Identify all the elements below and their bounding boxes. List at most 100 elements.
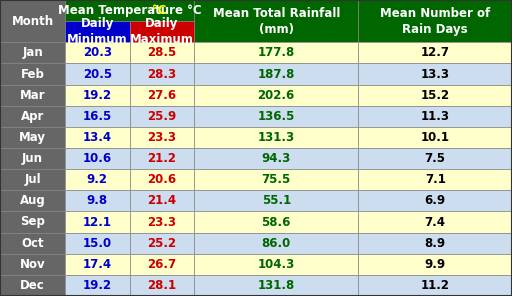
Bar <box>194 42 358 63</box>
Text: Oct: Oct <box>21 237 44 250</box>
Bar <box>358 63 512 85</box>
Bar <box>65 275 130 296</box>
Bar <box>0 233 65 254</box>
Bar <box>358 254 512 275</box>
Text: Nov: Nov <box>19 258 46 271</box>
Text: Apr: Apr <box>21 110 44 123</box>
Text: 20.6: 20.6 <box>147 173 176 186</box>
Text: °C: °C <box>152 4 166 17</box>
Text: Jan: Jan <box>22 46 43 59</box>
Bar <box>194 254 358 275</box>
Bar <box>358 190 512 211</box>
Bar <box>194 169 358 190</box>
Text: Mar: Mar <box>19 89 46 102</box>
Bar <box>65 85 130 106</box>
Text: 9.2: 9.2 <box>87 173 108 186</box>
Text: 104.3: 104.3 <box>258 258 295 271</box>
Bar <box>65 106 130 127</box>
Bar <box>130 106 194 127</box>
Bar <box>194 211 358 233</box>
Text: 13.4: 13.4 <box>83 131 112 144</box>
Bar <box>130 233 194 254</box>
Text: Mean Temperature °C: Mean Temperature °C <box>58 4 201 17</box>
Text: 11.2: 11.2 <box>421 279 450 292</box>
Bar <box>194 233 358 254</box>
Bar <box>358 85 512 106</box>
Bar <box>194 106 358 127</box>
Text: 27.6: 27.6 <box>147 89 176 102</box>
Text: 25.2: 25.2 <box>147 237 176 250</box>
Text: 12.7: 12.7 <box>421 46 450 59</box>
Bar <box>0 127 65 148</box>
Text: 7.1: 7.1 <box>425 173 445 186</box>
Bar <box>194 127 358 148</box>
Bar <box>130 63 194 85</box>
Bar <box>65 21 130 42</box>
Bar <box>194 148 358 169</box>
Text: 10.6: 10.6 <box>83 152 112 165</box>
Text: 16.5: 16.5 <box>82 110 112 123</box>
Bar <box>0 148 65 169</box>
Text: 7.4: 7.4 <box>424 215 446 229</box>
Text: Jul: Jul <box>24 173 41 186</box>
Text: Mean Total Rainfall
(mm): Mean Total Rainfall (mm) <box>212 7 340 36</box>
Text: Dec: Dec <box>20 279 45 292</box>
Bar <box>358 148 512 169</box>
Bar <box>0 42 65 63</box>
Bar <box>130 21 194 42</box>
Text: Aug: Aug <box>19 194 46 207</box>
Bar <box>65 190 130 211</box>
Bar <box>0 190 65 211</box>
Text: Month: Month <box>11 15 54 28</box>
Text: 19.2: 19.2 <box>83 89 112 102</box>
Bar <box>130 127 194 148</box>
Text: 12.1: 12.1 <box>83 215 112 229</box>
Bar <box>65 63 130 85</box>
Bar <box>65 148 130 169</box>
Text: Daily
Maximum: Daily Maximum <box>130 17 194 46</box>
Text: 21.4: 21.4 <box>147 194 176 207</box>
Text: 131.3: 131.3 <box>258 131 295 144</box>
Bar <box>358 0 512 42</box>
Text: 28.5: 28.5 <box>147 46 177 59</box>
Text: Feb: Feb <box>20 67 45 81</box>
Bar <box>0 0 65 42</box>
Text: 55.1: 55.1 <box>262 194 291 207</box>
Text: 58.6: 58.6 <box>262 215 291 229</box>
Text: 6.9: 6.9 <box>424 194 446 207</box>
Text: 9.9: 9.9 <box>424 258 446 271</box>
Bar <box>194 0 358 42</box>
Text: 94.3: 94.3 <box>262 152 291 165</box>
Bar <box>130 211 194 233</box>
Bar <box>358 127 512 148</box>
Text: 15.0: 15.0 <box>83 237 112 250</box>
Bar <box>0 106 65 127</box>
Text: 26.7: 26.7 <box>147 258 176 271</box>
Bar <box>130 169 194 190</box>
Bar <box>130 42 194 63</box>
Text: 17.4: 17.4 <box>83 258 112 271</box>
Text: 86.0: 86.0 <box>262 237 291 250</box>
Bar <box>0 169 65 190</box>
Text: May: May <box>19 131 46 144</box>
Bar <box>65 211 130 233</box>
Text: 28.1: 28.1 <box>147 279 176 292</box>
Text: 20.3: 20.3 <box>83 46 112 59</box>
Bar <box>130 275 194 296</box>
Bar <box>0 85 65 106</box>
Bar <box>194 63 358 85</box>
Bar <box>130 85 194 106</box>
Text: 7.5: 7.5 <box>424 152 446 165</box>
Text: Daily
Minimum: Daily Minimum <box>67 17 127 46</box>
Text: 28.3: 28.3 <box>147 67 176 81</box>
Bar <box>194 190 358 211</box>
Text: 20.5: 20.5 <box>83 67 112 81</box>
Text: 10.1: 10.1 <box>421 131 450 144</box>
Bar <box>0 254 65 275</box>
Bar <box>130 190 194 211</box>
Bar <box>65 127 130 148</box>
Bar <box>358 211 512 233</box>
Text: Mean Number of
Rain Days: Mean Number of Rain Days <box>380 7 490 36</box>
Bar <box>65 233 130 254</box>
Bar <box>130 148 194 169</box>
